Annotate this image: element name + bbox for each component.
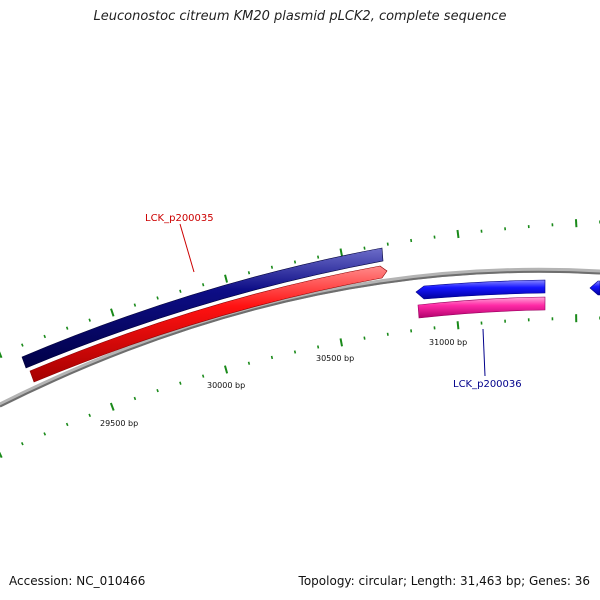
inner-ruler-tick bbox=[133, 396, 137, 401]
inner-ruler-tick bbox=[247, 361, 251, 365]
inner-ruler-tick bbox=[293, 350, 297, 354]
outer-ruler-tick bbox=[456, 229, 460, 239]
gene-label-leader-2 bbox=[482, 328, 486, 377]
map-title: Leuconostoc citreum KM20 plasmid pLCK2, … bbox=[93, 9, 507, 24]
inner-ruler-tick bbox=[339, 338, 344, 347]
inner-ruler-tick bbox=[270, 355, 274, 360]
inner-ruler-tick bbox=[0, 451, 3, 459]
outer-ruler-tick bbox=[0, 351, 3, 359]
outer-ruler-tick bbox=[110, 308, 115, 317]
ruler-label-29500: 29500 bp bbox=[100, 419, 138, 428]
gene-arc-navy[interactable] bbox=[21, 247, 384, 369]
outer-ruler-tick bbox=[247, 271, 251, 275]
gene-arc-blue[interactable] bbox=[415, 279, 546, 300]
outer-ruler-tick bbox=[363, 246, 366, 250]
inner-ruler-tick bbox=[20, 442, 24, 446]
outer-ruler-tick bbox=[339, 248, 344, 257]
sequence-summary: Topology: circular; Length: 31,463 bp; G… bbox=[298, 574, 590, 588]
outer-ruler-tick bbox=[270, 265, 274, 269]
outer-ruler-tick bbox=[317, 255, 320, 259]
outer-ruler-tick bbox=[179, 289, 182, 293]
inner-ruler-tick bbox=[201, 374, 205, 378]
outer-ruler-tick bbox=[156, 296, 159, 300]
outer-ruler-tick bbox=[65, 326, 69, 330]
outer-ruler-tick bbox=[21, 343, 24, 347]
sequence-backbone-shade bbox=[0, 270, 600, 408]
ruler-label-30500: 30500 bp bbox=[316, 354, 354, 363]
gene-arc-magenta[interactable] bbox=[417, 296, 546, 319]
inner-ruler-tick bbox=[65, 422, 69, 427]
outer-ruler-tick bbox=[43, 334, 47, 339]
outer-ruler-tick bbox=[201, 283, 205, 287]
ruler-label-30000: 30000 bp bbox=[207, 381, 245, 390]
outer-ruler-tick bbox=[293, 260, 297, 264]
sequence-backbone bbox=[0, 267, 600, 408]
gene-arc-red[interactable] bbox=[29, 265, 388, 383]
outer-tick-ruler bbox=[0, 219, 600, 359]
inner-ruler-tick bbox=[456, 321, 460, 330]
outer-ruler-tick bbox=[133, 303, 137, 307]
gene-label-lck-p200035[interactable]: LCK_p200035 bbox=[145, 213, 214, 224]
gene-label-leader-1 bbox=[179, 223, 195, 273]
ruler-label-31000: 31000 bp bbox=[429, 338, 467, 347]
inner-ruler-tick bbox=[109, 402, 115, 411]
outer-ruler-tick bbox=[224, 274, 229, 283]
inner-ruler-tick bbox=[317, 345, 320, 349]
outer-ruler-tick bbox=[88, 318, 91, 322]
inner-ruler-tick bbox=[88, 413, 91, 418]
gene-arc-blue-edge[interactable] bbox=[589, 280, 600, 296]
inner-ruler-tick bbox=[363, 336, 366, 340]
gene-label-lck-p200036[interactable]: LCK_p200036 bbox=[453, 379, 522, 390]
inner-tick-ruler bbox=[0, 314, 600, 459]
inner-ruler-tick bbox=[43, 432, 47, 436]
inner-ruler-tick bbox=[156, 388, 159, 393]
accession-label: Accession: NC_010466 bbox=[9, 574, 146, 588]
inner-ruler-tick bbox=[223, 365, 229, 374]
inner-ruler-tick bbox=[179, 381, 182, 385]
